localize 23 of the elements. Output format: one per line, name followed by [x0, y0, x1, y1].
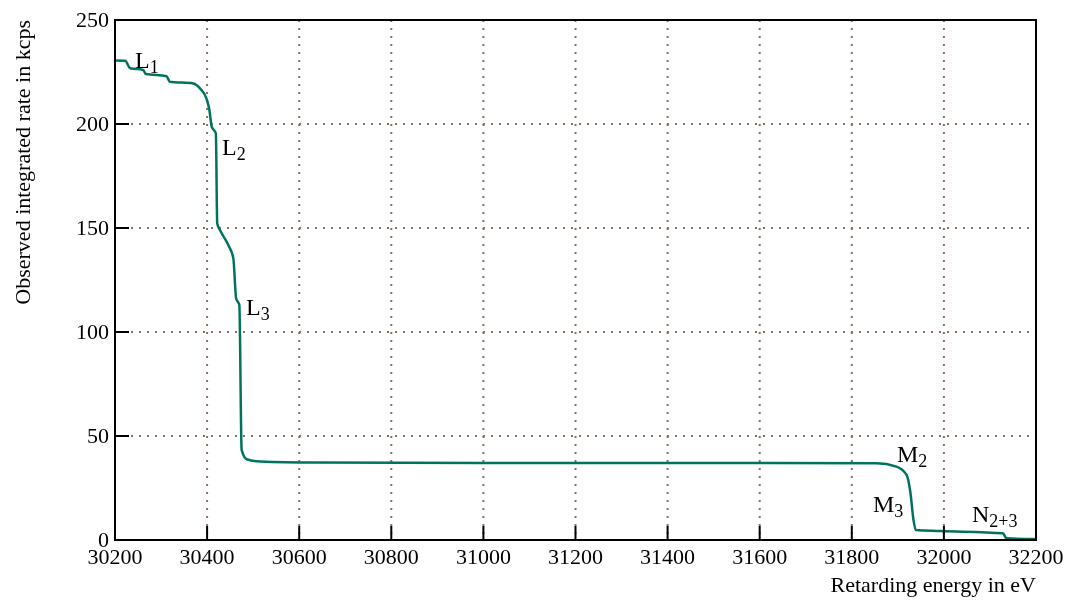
x-tick-label: 30600: [271, 544, 327, 569]
y-tick-label: 100: [76, 319, 109, 344]
x-tick-label: 31200: [548, 544, 603, 569]
y-axis-title: Observed integrated rate in kcps: [10, 20, 35, 305]
annotation: L$_{2}$: [222, 134, 246, 165]
annotation: M$_{2}$: [897, 441, 928, 472]
y-tick-label: 250: [76, 7, 109, 32]
annotation: M$_{3}$: [873, 491, 904, 522]
x-tick-label: 30400: [179, 544, 235, 569]
x-tick-label: 31600: [732, 544, 788, 569]
x-tick-label: 31800: [824, 544, 880, 569]
annotation: L$_{3}$: [246, 294, 270, 325]
y-tick-label: 150: [76, 215, 109, 240]
y-tick-label: 50: [87, 423, 109, 448]
x-tick-label: 31000: [455, 544, 511, 569]
x-tick-label: 32200: [1008, 544, 1064, 569]
x-tick-label: 31400: [640, 544, 696, 569]
y-tick-label: 200: [76, 111, 109, 136]
x-tick-label: 32000: [916, 544, 972, 569]
annotation: L$_{1}$: [135, 47, 159, 78]
x-axis-title: Retarding energy in eV: [830, 572, 1037, 597]
x-tick-label: 30800: [363, 544, 419, 569]
annotation: N$_{2+3}$: [972, 501, 1018, 532]
